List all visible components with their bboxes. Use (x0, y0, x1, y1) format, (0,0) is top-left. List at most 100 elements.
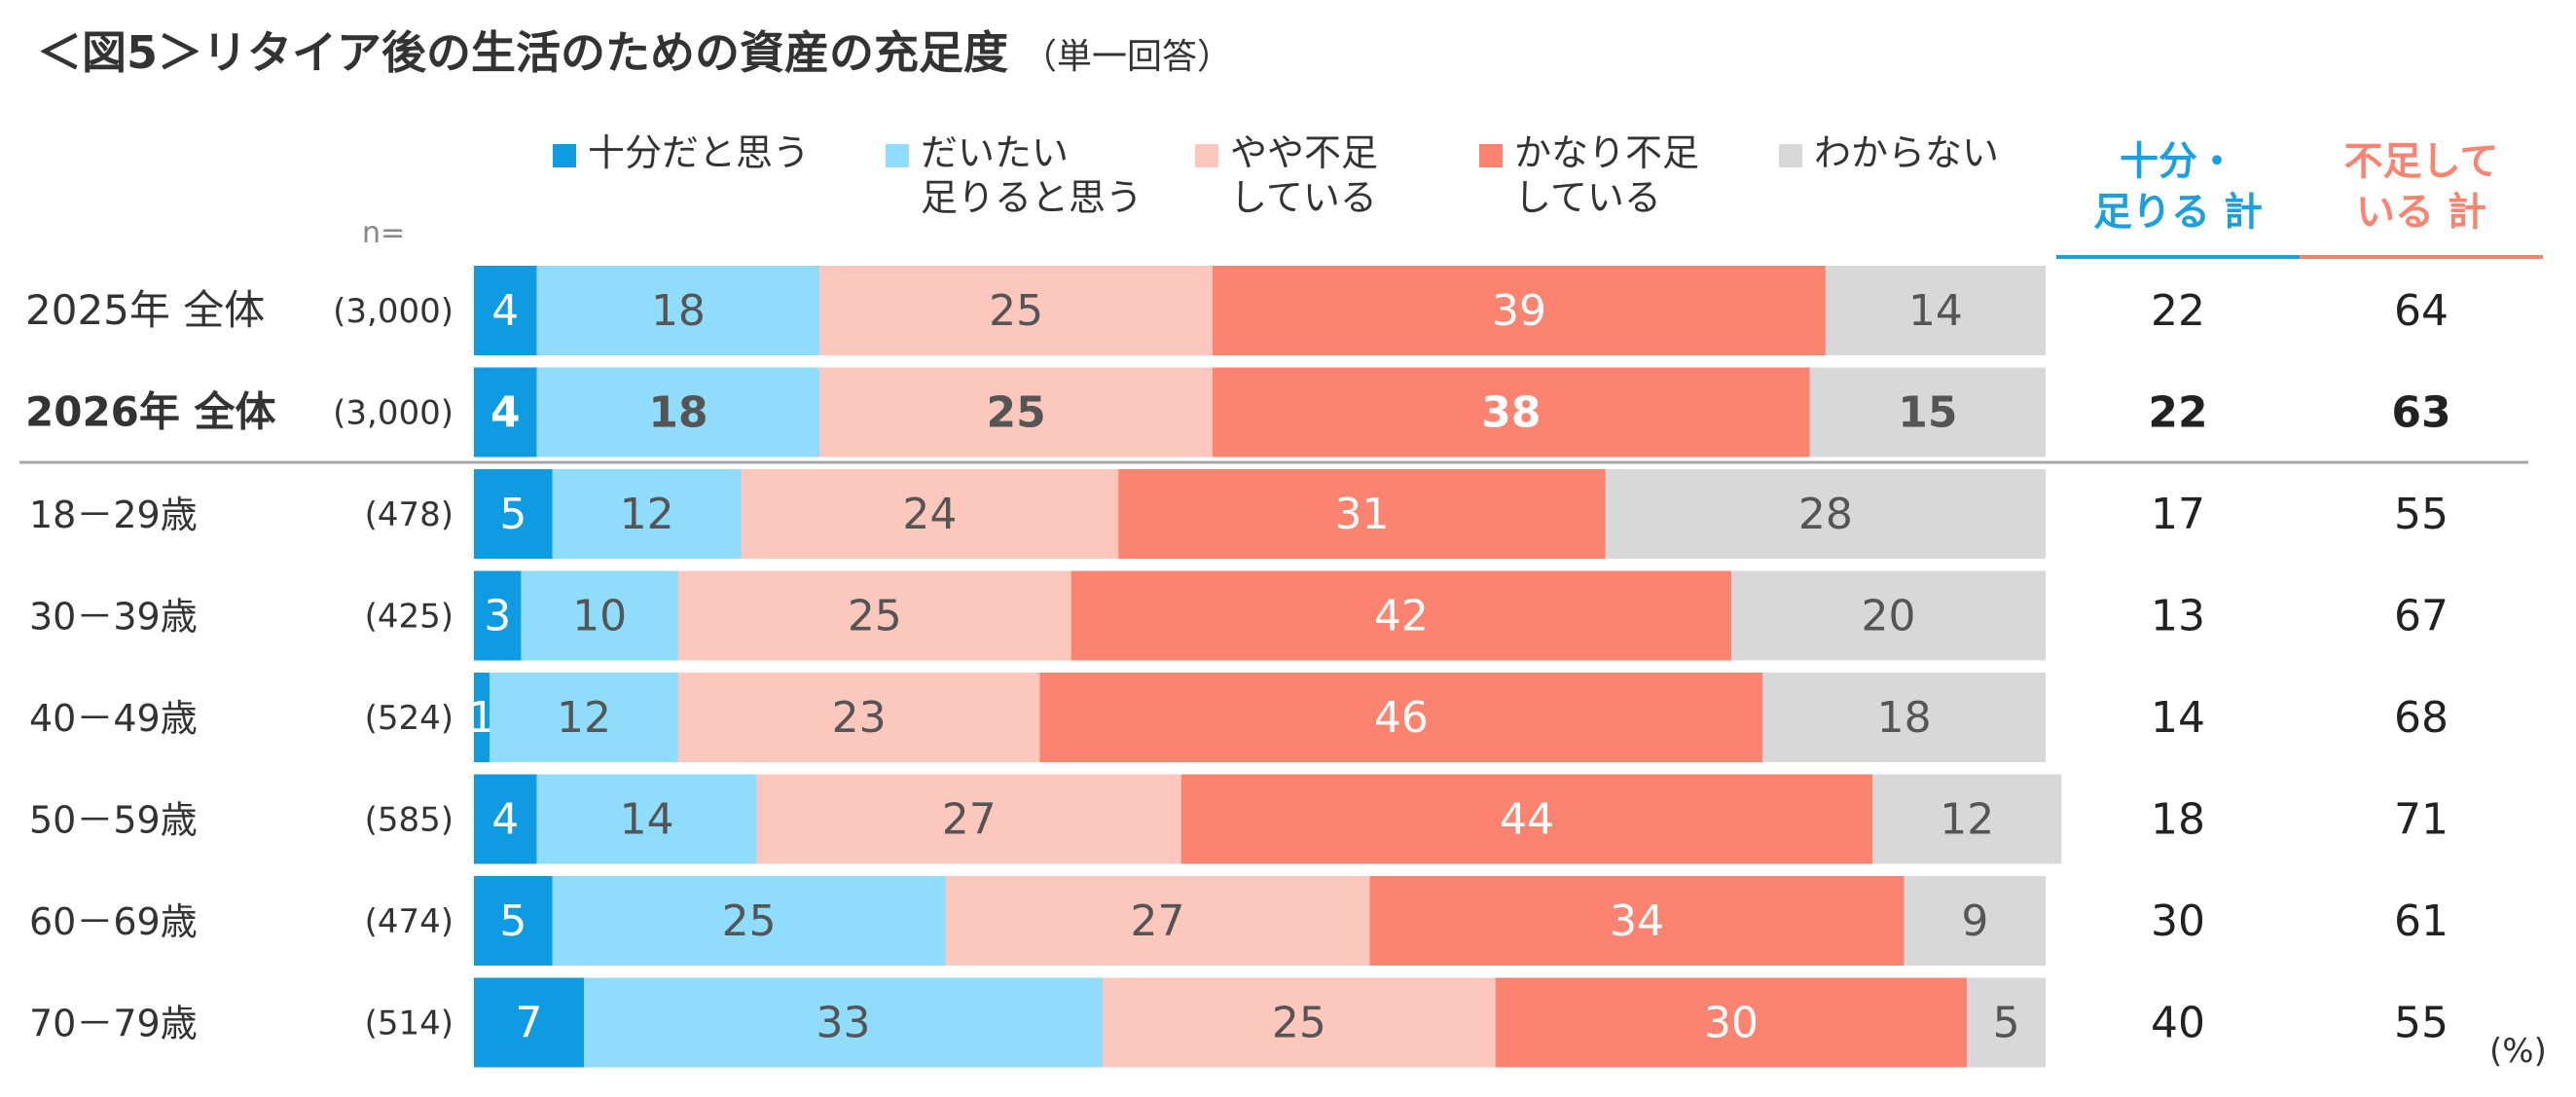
totals-header-underline (2300, 255, 2543, 259)
data-label: 4 (490, 388, 521, 438)
total-value: 14 (2151, 693, 2205, 743)
totals-header-underline (2056, 255, 2300, 259)
data-label: 23 (832, 693, 887, 743)
bar-segment (474, 673, 490, 762)
data-label: 14 (1908, 286, 1963, 336)
bar-segment (1825, 266, 2046, 355)
data-label: 5 (499, 490, 526, 539)
legend-item: 十分だと思う (553, 130, 810, 175)
bar-segment (536, 774, 757, 864)
legend-label: やや不足 している (1230, 131, 1379, 219)
data-label: 30 (1704, 999, 1759, 1048)
bar-segment (819, 367, 1214, 457)
data-label: 10 (572, 592, 627, 641)
legend-swatch (886, 144, 909, 167)
n-value: (524) (365, 699, 454, 738)
data-label: 24 (902, 490, 957, 539)
category-label: 70－79歳 (29, 1003, 198, 1045)
legend-label: 十分だと思う (588, 131, 811, 174)
bar-segment (536, 266, 820, 355)
total-value: 22 (2148, 388, 2207, 438)
data-label: 4 (491, 795, 519, 845)
data-label: 25 (848, 592, 902, 641)
data-label: 31 (1334, 490, 1389, 539)
data-label: 33 (816, 999, 871, 1048)
n-value: (585) (365, 801, 454, 840)
data-label: 5 (499, 896, 526, 946)
category-label: 40－49歳 (29, 697, 198, 740)
n-value: (514) (365, 1005, 454, 1043)
total-value: 64 (2394, 286, 2449, 336)
data-label: 42 (1374, 592, 1429, 641)
bar-segment (756, 774, 1181, 864)
bar-segment (536, 367, 820, 457)
total-value: 55 (2394, 999, 2449, 1048)
data-label: 44 (1500, 795, 1554, 845)
bar-segment (1103, 977, 1496, 1068)
total-value: 17 (2151, 490, 2205, 539)
bar-segment (474, 469, 553, 559)
data-label: 28 (1798, 490, 1853, 539)
bar-segment (474, 570, 522, 661)
bar-segment (945, 876, 1370, 966)
bar-segment (474, 266, 537, 355)
total-value: 68 (2394, 693, 2449, 743)
bar-segment (584, 977, 1103, 1068)
unit-label: (%) (2489, 1032, 2547, 1071)
bar-segment (474, 367, 537, 457)
total-value: 71 (2394, 795, 2449, 845)
category-label: 2026年 全体 (25, 388, 276, 436)
bar-segment (552, 876, 946, 966)
bar-segment (741, 469, 1119, 559)
bar-segment (1118, 469, 1606, 559)
total-value: 18 (2151, 795, 2205, 845)
bar-segment (1495, 977, 1968, 1068)
bar-segment (1070, 570, 1731, 661)
bar-segment (1213, 367, 1810, 457)
legend-swatch (1195, 144, 1218, 167)
legend-label: かなり不足 している (1514, 131, 1700, 219)
n-value: (478) (365, 495, 454, 534)
data-label: 18 (648, 388, 707, 438)
data-label: 34 (1610, 896, 1664, 946)
data-label: 38 (1481, 388, 1541, 438)
total-value: 61 (2394, 896, 2449, 946)
n-value: (3,000) (333, 394, 454, 433)
bar-segment (1369, 876, 1905, 966)
data-label: 4 (491, 286, 519, 336)
chart-subtitle: （単一回答） (1022, 37, 1233, 77)
category-label: 18－29歳 (29, 494, 198, 536)
data-label: 25 (987, 388, 1046, 438)
legend-item: だいたい 足りると思う (886, 130, 1143, 220)
bar-segment (1967, 977, 2046, 1068)
category-label: 30－39歳 (29, 596, 198, 639)
data-label: 12 (1940, 795, 1994, 845)
legend-item: わからない (1779, 130, 1999, 175)
bar-segment (1039, 673, 1763, 762)
data-label: 25 (722, 896, 777, 946)
bar-segment (819, 266, 1214, 355)
data-label: 18 (651, 286, 706, 336)
total-value: 67 (2394, 592, 2449, 641)
category-label: 50－59歳 (29, 799, 198, 842)
legend-item: やや不足 している (1195, 130, 1378, 220)
data-label: 25 (1272, 999, 1326, 1048)
total-value: 63 (2391, 388, 2450, 438)
total-value: 22 (2151, 286, 2205, 336)
bar-segment (677, 673, 1040, 762)
n-value: (3,000) (333, 292, 454, 331)
legend-label: わからない (1814, 131, 2000, 174)
data-label: 12 (620, 490, 674, 539)
legend-swatch (1779, 144, 1802, 167)
total-value: 30 (2151, 896, 2205, 946)
legend-label: だいたい 足りると思う (921, 131, 1143, 219)
bar-segment (1762, 673, 2046, 762)
n-value: (425) (365, 598, 454, 637)
bar-segment (1180, 774, 1873, 864)
totals-header-label: 不足して いる 計 (2343, 139, 2499, 235)
data-label: 46 (1374, 693, 1429, 743)
chart-title: ＜図5＞リタイア後の生活のための資産の充足度 （単一回答） (37, 18, 1232, 82)
bar-segment (490, 673, 678, 762)
data-label: 20 (1862, 592, 1916, 641)
